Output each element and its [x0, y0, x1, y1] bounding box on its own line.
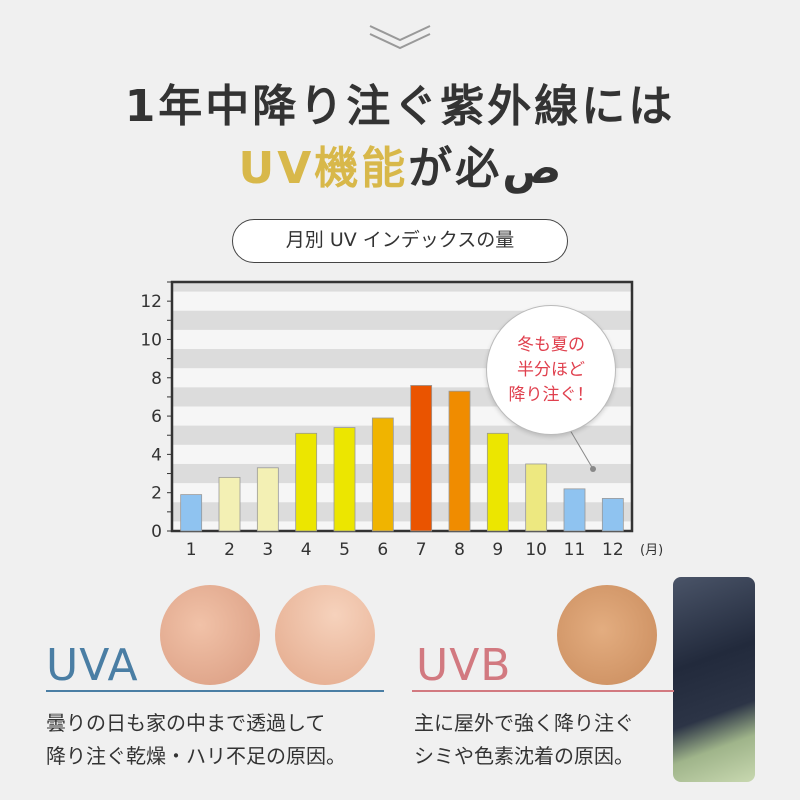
x-tick-label: 5 — [339, 540, 350, 560]
uvb-desc-line: 主に屋外で強く降り注ぐ — [414, 711, 634, 735]
bar-2 — [218, 476, 241, 532]
x-tick-label: 9 — [492, 540, 503, 560]
bar-11 — [563, 488, 586, 532]
callout-line: 降り注ぐ！ — [508, 384, 594, 405]
bar-8 — [448, 390, 471, 532]
uva-desc-line: 降り注ぐ乾燥・ハリ不足の原因。 — [46, 744, 346, 768]
grid-stripe — [172, 425, 632, 445]
grid-stripe — [172, 463, 632, 484]
callout-pointer-dot — [590, 466, 596, 472]
uvb-desc-line: シミや色素沈着の原因。 — [414, 744, 634, 768]
bar-9 — [486, 432, 509, 532]
headline-rest: が必ص — [408, 143, 562, 194]
x-tick-label: 12 — [602, 540, 624, 560]
y-tick-label: 4 — [151, 445, 162, 465]
x-tick-label: 3 — [262, 540, 273, 560]
y-tick-label: 0 — [151, 522, 162, 542]
uvb-description: 主に屋外で強く降り注ぐ シミや色素沈着の原因。 — [414, 707, 634, 773]
callout-bubble: 冬も夏の 半分ほど 降り注ぐ！ — [486, 305, 616, 435]
uva-divider — [46, 690, 384, 692]
bar-3 — [256, 467, 279, 532]
uva-label: UVA — [46, 640, 139, 691]
uvb-label: UVB — [416, 640, 512, 691]
x-tick-label: 1 — [186, 540, 197, 560]
x-tick-label: 7 — [416, 540, 427, 560]
y-tick-label: 8 — [151, 369, 162, 389]
bar-4 — [295, 432, 318, 532]
chevron-down-icon — [369, 25, 431, 50]
callout-pointer — [569, 429, 594, 470]
uva-desc-line: 曇りの日も家の中まで透過して — [46, 711, 326, 735]
grid-stripe — [172, 502, 632, 522]
plot-frame — [170, 280, 634, 533]
uvb-divider — [412, 690, 674, 692]
y-tick-label: 6 — [151, 407, 162, 427]
x-tick-label: 10 — [525, 540, 547, 560]
x-unit-label: (月) — [640, 543, 663, 558]
headline-accent: UV機能 — [238, 143, 409, 194]
bar-12 — [601, 498, 624, 532]
x-tick-label: 11 — [564, 540, 586, 560]
chart-title: 月別 UV インデックスの量 — [232, 219, 568, 263]
callout-line: 冬も夏の — [517, 334, 585, 355]
callout-line: 半分ほど — [517, 359, 585, 380]
y-tick-label: 12 — [140, 292, 162, 312]
headline-line1: 1年中降り注ぐ紫外線には — [124, 81, 676, 132]
y-tick-label: 10 — [140, 330, 162, 350]
bar-5 — [333, 427, 356, 532]
x-tick-label: 6 — [377, 540, 388, 560]
headline-line2: UV機能が必ص — [0, 132, 800, 196]
grid-stripe — [172, 282, 632, 292]
bar-7 — [410, 385, 433, 532]
y-tick-label: 2 — [151, 484, 162, 504]
x-tick-label: 4 — [301, 540, 312, 560]
skin-pinch-photo — [275, 585, 375, 685]
bar-1 — [180, 494, 203, 532]
spotted-skin-photo — [557, 585, 657, 685]
parasol-photo — [673, 577, 755, 782]
uva-description: 曇りの日も家の中まで透過して 降り注ぐ乾燥・ハリ不足の原因。 — [46, 707, 346, 773]
x-tick-label: 2 — [224, 540, 235, 560]
dry-skin-photo — [160, 585, 260, 685]
bar-10 — [525, 463, 548, 532]
x-tick-label: 8 — [454, 540, 465, 560]
bar-6 — [371, 417, 394, 532]
